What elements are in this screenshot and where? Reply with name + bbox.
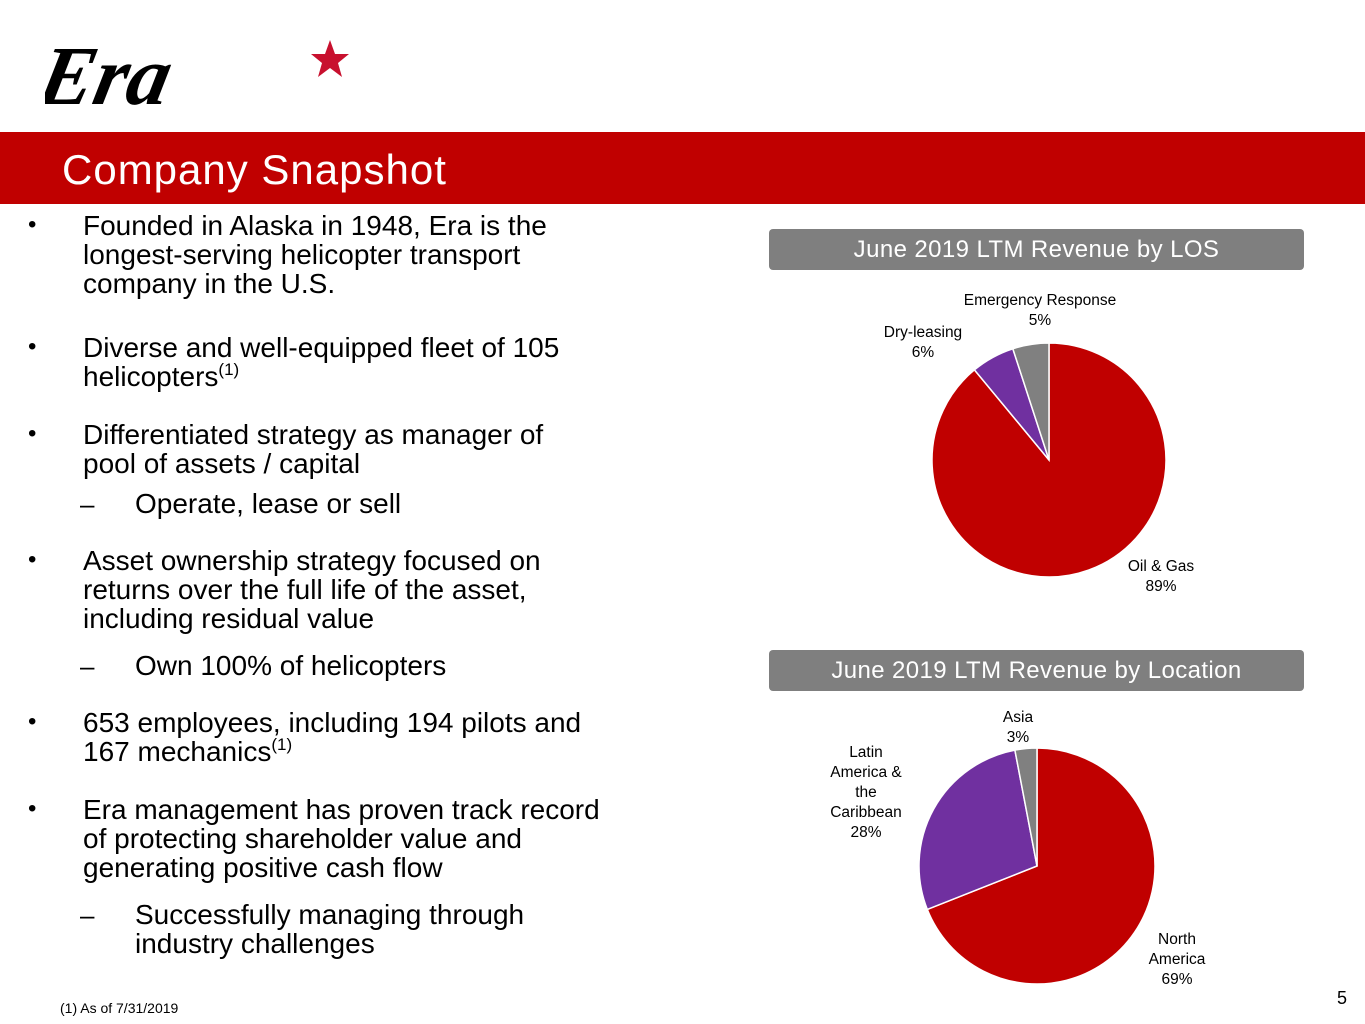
label-emergency-response: Emergency Response 5% [940, 291, 1140, 331]
label-name: Dry-leasing [883, 324, 963, 341]
label-name: America & [830, 764, 902, 781]
sub-bullet-line: Operate, lease or sell [135, 488, 402, 519]
page-number: 5 [1337, 988, 1348, 1008]
label-name: Latin [849, 744, 883, 761]
label-north-america: North America 69% [1137, 930, 1217, 990]
label-value: 69% [1161, 971, 1193, 988]
label-name: the [855, 784, 877, 801]
footnote-ref: (1) [218, 360, 240, 379]
label-name: America [1148, 951, 1206, 968]
bullet-line: longest-serving helicopter transport [83, 239, 521, 270]
bullet-line: generating positive cash flow [83, 852, 443, 883]
bullet-line: helicopters(1) [83, 360, 240, 392]
bullet-line: including residual value [83, 603, 375, 634]
chart-title-location: June 2019 LTM Revenue by Location [769, 650, 1304, 691]
pie-slice-latin-america-the-caribbean [918, 749, 1038, 911]
label-name: Asia [1002, 709, 1034, 726]
bullet-line: returns over the full life of the asset, [83, 574, 527, 605]
logo-star [311, 40, 349, 77]
label-dry-leasing: Dry-leasing 6% [868, 323, 978, 363]
bullet-text: helicopters [83, 361, 219, 392]
bullet-text: 167 mechanics [83, 736, 272, 767]
bullet-list: • Founded in Alaska in 1948, Era is the … [28, 210, 600, 959]
bullet-marker: • [28, 333, 37, 360]
label-asia: Asia 3% [978, 708, 1058, 748]
label-oil-gas: Oil & Gas 89% [1111, 557, 1211, 597]
label-name: Emergency Response [963, 292, 1117, 309]
sub-bullet-line: Own 100% of helicopters [135, 650, 447, 681]
bullet-line: Era management has proven track record [83, 794, 600, 825]
bullet-line: Diverse and well-equipped fleet of 105 [83, 332, 560, 363]
footnote-ref: (1) [271, 735, 293, 754]
bullet-line: pool of assets / capital [83, 448, 361, 479]
pie-chart-los [931, 342, 1167, 578]
sub-bullet-marker: – [80, 651, 95, 681]
sub-bullet-line: industry challenges [135, 928, 375, 959]
label-value: 5% [1028, 312, 1052, 329]
bullet-line: company in the U.S. [83, 268, 336, 299]
bullet-line: 167 mechanics(1) [83, 735, 293, 767]
logo-text: Era [45, 34, 181, 116]
label-value: 3% [1006, 729, 1030, 746]
label-value: 28% [850, 824, 882, 841]
pie-slice-asia [1014, 747, 1038, 867]
bullet-line: Founded in Alaska in 1948, Era is the [83, 210, 547, 241]
bullet-line: Asset ownership strategy focused on [83, 545, 541, 576]
era-logo: Era [45, 34, 349, 116]
sub-bullet-line: Successfully managing through [135, 899, 525, 930]
page-title: Company Snapshot [62, 146, 447, 193]
sub-bullet-marker: – [80, 900, 95, 930]
label-name: North [1158, 931, 1196, 948]
label-name: Caribbean [830, 804, 902, 821]
pie-chart-location [918, 747, 1156, 985]
footnote: (1) As of 7/31/2019 [60, 1000, 179, 1016]
bullet-marker: • [28, 420, 37, 447]
bullet-marker: • [28, 708, 37, 735]
bullet-marker: • [28, 546, 37, 573]
label-latin-america: Latin America & the Caribbean 28% [816, 743, 916, 843]
bullet-line: 653 employees, including 194 pilots and [83, 707, 582, 738]
bullet-line: Differentiated strategy as manager of [83, 419, 544, 450]
bullet-marker: • [28, 795, 37, 822]
title-bar: Company Snapshot [0, 132, 1365, 204]
bullet-line: of protecting shareholder value and [83, 823, 522, 854]
bullet-marker: • [28, 211, 37, 238]
pie-slice-north-america [926, 747, 1156, 985]
label-name: Oil & Gas [1127, 558, 1195, 575]
pie-slice-emergency-response [1011, 342, 1050, 461]
sub-bullet-marker: – [80, 489, 95, 519]
chart-title-los: June 2019 LTM Revenue by LOS [769, 229, 1304, 270]
label-value: 6% [911, 344, 935, 361]
label-value: 89% [1145, 578, 1177, 595]
